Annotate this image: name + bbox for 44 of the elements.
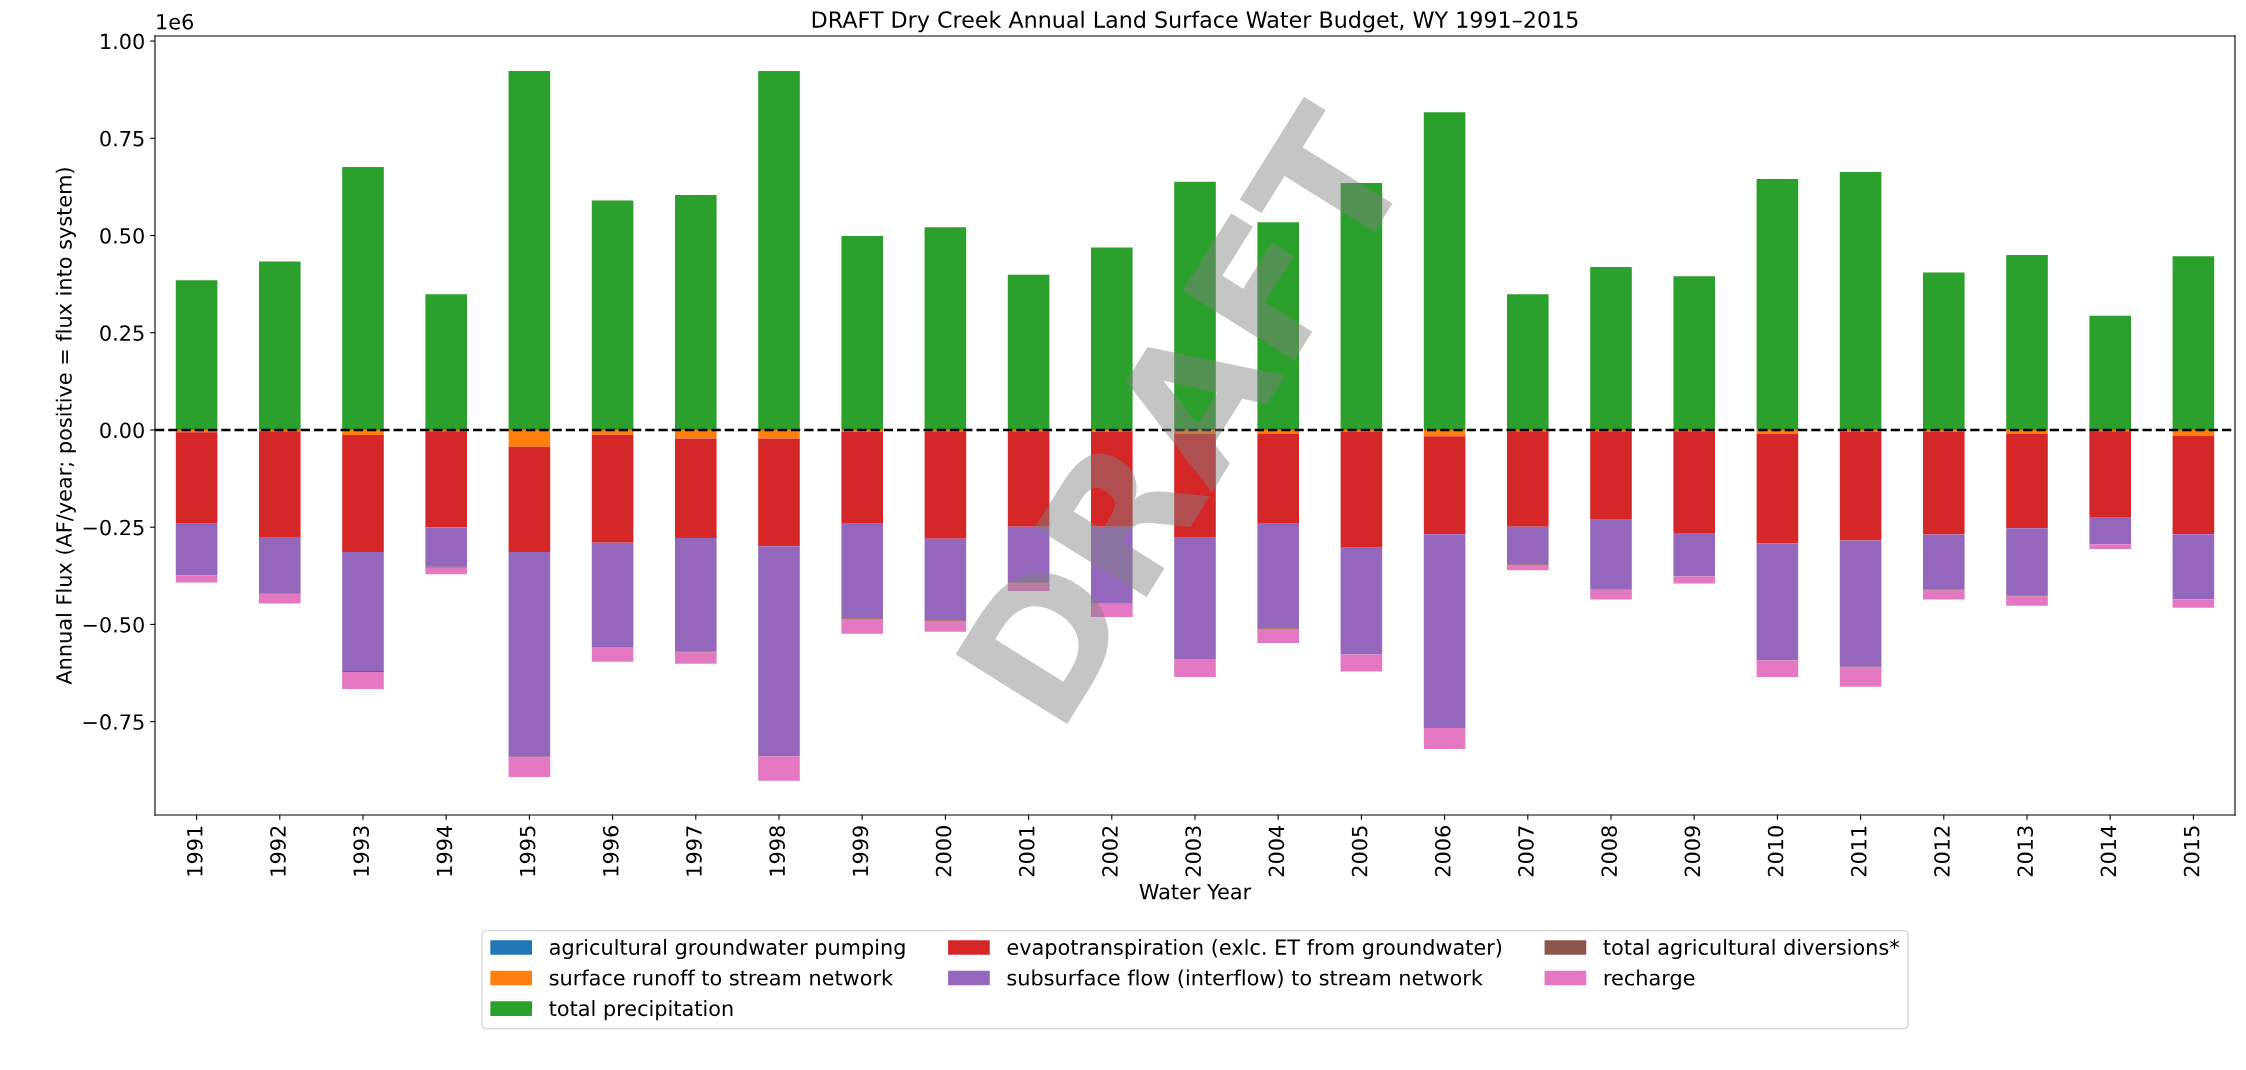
x-tick-label: 2004 (1268, 825, 1285, 877)
x-tick-label: 1993 (353, 826, 370, 876)
legend-label: recharge (1604, 969, 1695, 990)
x-tick-label: 2000 (935, 826, 952, 877)
y-tick-label: −0.50 (83, 616, 144, 633)
legend-label: subsurface flow (interflow) to stream network (1007, 969, 1483, 989)
x-tick-label: 1998 (769, 826, 786, 876)
x-axis-title: Water Year (1139, 883, 1252, 900)
x-tick-label: 1995 (519, 826, 536, 876)
x-tick-label: 2001 (1018, 826, 1035, 877)
y-tick-label: 0.25 (100, 325, 144, 341)
x-tick-label: 2014 (2100, 825, 2117, 877)
y-tick-label: 0.50 (100, 227, 144, 244)
x-tick-label: 2015 (2183, 826, 2200, 877)
y-tick-label: −0.25 (83, 519, 144, 536)
x-tick-label: 2010 (1767, 826, 1784, 877)
x-tick-label: 1992 (270, 826, 286, 876)
x-tick-label: 1997 (686, 826, 702, 876)
chart-title: DRAFT Dry Creek Annual Land Surface Water Budget, WY 1991–2015 (812, 10, 1578, 33)
y-tick-label: 1.00 (101, 33, 144, 50)
legend-label: evapotranspiration (exlc. ET from groundwater) (1007, 938, 1502, 960)
x-tick-label: 2003 (1185, 826, 1202, 877)
x-tick-label: 2006 (1434, 826, 1451, 877)
x-tick-label: 2012 (1934, 826, 1950, 877)
legend-label: total precipitation (549, 1000, 733, 1021)
x-tick-label: 2009 (1684, 826, 1701, 877)
x-tick-label: 1991 (186, 826, 203, 876)
legend-label: agricultural groundwater pumping (549, 938, 905, 960)
x-tick-label: 2011 (1850, 826, 1867, 877)
y-tick-label: 0.75 (100, 130, 144, 147)
legend-label: total agricultural diversions* (1603, 938, 1900, 960)
text: 1e6 (157, 13, 194, 30)
y-tick-label: −0.75 (83, 714, 144, 730)
y-tick-label: 0.00 (100, 422, 144, 439)
y-axis-title: Annual Flux (AF/year; positive = flux into system) (55, 168, 76, 685)
x-tick-label: 1994 (436, 825, 453, 876)
x-tick-label: 2005 (1351, 826, 1368, 877)
x-tick-label: 1996 (602, 826, 619, 876)
x-tick-label: 2013 (2017, 826, 2034, 877)
x-tick-label: 1999 (852, 826, 869, 876)
legend-label: surface runoff to stream network (549, 969, 893, 986)
x-tick-label: 2007 (1518, 826, 1534, 877)
x-tick-label: 2008 (1601, 826, 1618, 877)
x-tick-label: 2002 (1102, 826, 1118, 877)
